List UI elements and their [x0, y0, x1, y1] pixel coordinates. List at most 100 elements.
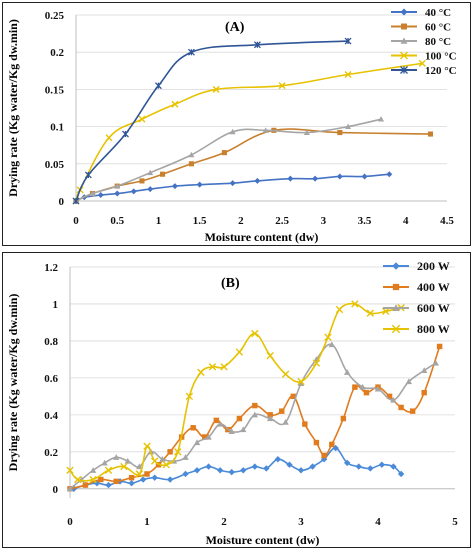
chart-b-data-point	[436, 343, 443, 350]
chart-b-data-point	[208, 363, 217, 371]
chart-a-legend-label: 100 °C	[425, 51, 457, 63]
chart-b-data-point	[220, 363, 228, 371]
chart-b-data-point	[313, 439, 320, 446]
chart-a-y-axis-label: Drying rate (Kg water/Kg dw.min)	[6, 19, 20, 197]
chart-a-data-point	[253, 41, 261, 49]
chart-a-data-point	[427, 131, 434, 137]
chart-b-data-point	[128, 480, 135, 487]
chart-a-legend-marker	[400, 66, 408, 74]
chart-b-data-point	[279, 408, 285, 414]
chart-a-data-point	[312, 175, 319, 182]
chart-b-data-point	[216, 467, 224, 474]
chart-a-svg: 00.050.10.150.20.250 0.5 1 1.5 2 2.5 3 3.5 4 4.5 …	[6, 7, 457, 244]
chart-a-data-point	[254, 177, 261, 184]
chart-b-x-tick-label: 3	[298, 516, 304, 528]
chart-a-x-tick-label: 3	[321, 215, 327, 227]
chart-b-data-point	[321, 452, 327, 459]
chart-b-data-point	[367, 465, 374, 472]
chart-b-data-point	[355, 463, 362, 470]
chart-b-data-point	[193, 439, 201, 446]
chart-b-data-point	[205, 463, 212, 470]
chart-b-data-point	[236, 415, 243, 422]
chart-b-data-point	[228, 428, 235, 435]
chart-a-gridlines	[76, 14, 447, 202]
chart-b-data-point	[166, 476, 174, 483]
chart-a-data-point	[130, 188, 137, 195]
chart-b-legend-marker	[392, 283, 400, 291]
chart-b-data-point	[162, 461, 170, 469]
chart-b-legend-item: 200 W	[383, 259, 450, 273]
chart-a-series	[72, 37, 434, 205]
chart-a-data-point	[344, 71, 352, 79]
chart-b-data-point	[74, 475, 82, 484]
chart-a-legend-item: 40 °C	[391, 7, 451, 19]
chart-b-legend-label: 800 W	[417, 322, 450, 336]
chart-b-data-point	[312, 359, 321, 367]
chart-a-tick-labels: 0 0.05 0.1 0.15 0.2 0.25 0 0.5 1 1.5 2 2.5 3 3.5 4 4.5	[45, 10, 455, 227]
chart-panel-a: 0 0.05 0.1 0.15 0.2 0.25 0 0.5 1 1.5 2 2.5 3 3.5 4 4.5 …	[2, 2, 471, 246]
chart-a-data-point	[147, 169, 154, 176]
chart-b-data-point	[167, 449, 173, 455]
chart-b-y-tick-label: 0.8	[44, 336, 58, 348]
chart-b-svg: 0 0.2 0.4 0.6 0.8 1 1.2 0 1 2 3 4 5 200 W 400 W 600 W 8…	[6, 259, 458, 547]
chart-b-data-point	[104, 466, 113, 474]
chart-a-legend: 40 °C 60 °C 80 °C 100 °C 120 °C	[391, 7, 457, 77]
chart-b-data-point	[135, 470, 143, 478]
chart-a-axes	[75, 15, 447, 202]
chart-b-data-point	[297, 377, 305, 386]
chart-b-data-point	[263, 465, 270, 472]
chart-a-y-tick-label: 0	[59, 196, 65, 208]
chart-b-data-point	[378, 461, 386, 468]
chart-b-data-point	[139, 476, 147, 483]
chart-b-data-point	[124, 457, 131, 464]
chart-b-legend-marker	[391, 324, 401, 334]
chart-a-legend-marker	[400, 37, 408, 44]
chart-b-data-point	[128, 474, 135, 481]
chart-b-x-tick-label: 1	[144, 516, 150, 528]
chart-a-data-point	[72, 197, 80, 205]
chart-b-x-tick-label: 4	[375, 516, 381, 528]
chart-b-data-point	[98, 476, 104, 483]
chart-a-data-point	[344, 37, 352, 45]
chart-a-data-point	[114, 183, 121, 189]
chart-b-data-point	[267, 415, 274, 422]
chart-b-y-tick-label: 0.2	[44, 447, 58, 459]
chart-b-data-point	[174, 448, 182, 456]
chart-b-data-point	[93, 480, 101, 487]
chart-b-data-point	[82, 482, 89, 488]
chart-b-data-point	[113, 478, 119, 485]
chart-b-data-point	[374, 385, 382, 392]
chart-a-data-point	[336, 173, 343, 180]
chart-b-x-tick-label: 5	[452, 516, 458, 528]
chart-b-axes	[69, 267, 455, 498]
chart-b-legend-marker	[392, 304, 400, 311]
chart-b-y-tick-label: 0.4	[44, 410, 58, 422]
chart-b-legend-item: 800 W	[383, 322, 450, 336]
chart-a-series-line	[75, 128, 431, 202]
chart-b-data-point	[101, 459, 108, 466]
chart-a-data-point	[139, 178, 145, 184]
chart-b-data-point	[386, 393, 393, 400]
chart-a-data-point	[378, 116, 385, 122]
chart-b-data-point	[409, 408, 416, 414]
chart-a-x-axis-label: Moisture content (dw)	[205, 230, 319, 244]
chart-b-data-point	[390, 396, 397, 403]
chart-b-data-point	[228, 468, 235, 476]
chart-a-data-point	[303, 129, 310, 135]
chart-a-x-tick-label: 4	[403, 215, 409, 227]
chart-a-data-point	[229, 128, 236, 135]
chart-a-series-line	[75, 118, 382, 202]
chart-a-legend-item: 80 °C	[391, 36, 451, 48]
chart-a-title: (A)	[225, 20, 245, 35]
chart-b-y-axis-label: Drying rate (Kg water/Kg dw.min)	[6, 294, 20, 472]
chart-a-y-tick-label: 0.1	[50, 122, 64, 134]
chart-b-data-point	[274, 455, 282, 463]
chart-a-series-line	[75, 173, 390, 202]
chart-b-data-point	[281, 370, 290, 378]
chart-b-data-point	[352, 384, 358, 390]
chart-a-data-point	[89, 190, 96, 196]
chart-b-data-point	[213, 417, 220, 424]
chart-a-x-tick-label: 1	[156, 215, 162, 227]
chart-b-data-point	[282, 419, 289, 425]
chart-panel-b: 0 0.2 0.4 0.6 0.8 1 1.2 0 1 2 3 4 5 200 W 400 W 600 W 8…	[2, 252, 471, 548]
